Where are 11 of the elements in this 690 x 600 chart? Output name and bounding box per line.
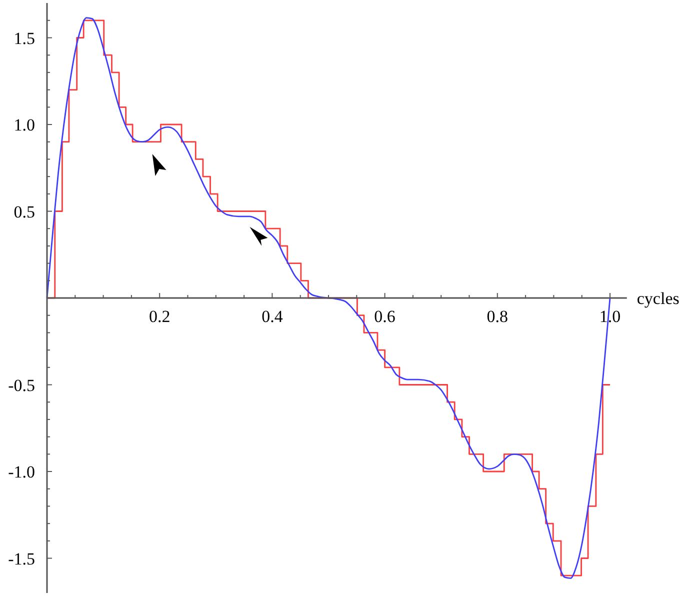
y-tick-label: 1.5	[14, 28, 35, 48]
y-tick-label: 0.5	[14, 202, 35, 222]
y-tick-label: -0.5	[8, 376, 35, 395]
y-tick-label: 1.0	[14, 116, 35, 134]
x-tick-label: 0.4	[262, 307, 284, 326]
y-tick-label: -1.5	[8, 549, 35, 568]
x-tick-label: 0.8	[486, 307, 508, 326]
x-tick-label: 0.2	[148, 307, 170, 326]
x-tick-label: 0.6	[374, 307, 396, 326]
y-tick-label: -1.0	[8, 462, 35, 482]
x-axis-title: cycles	[636, 289, 680, 308]
